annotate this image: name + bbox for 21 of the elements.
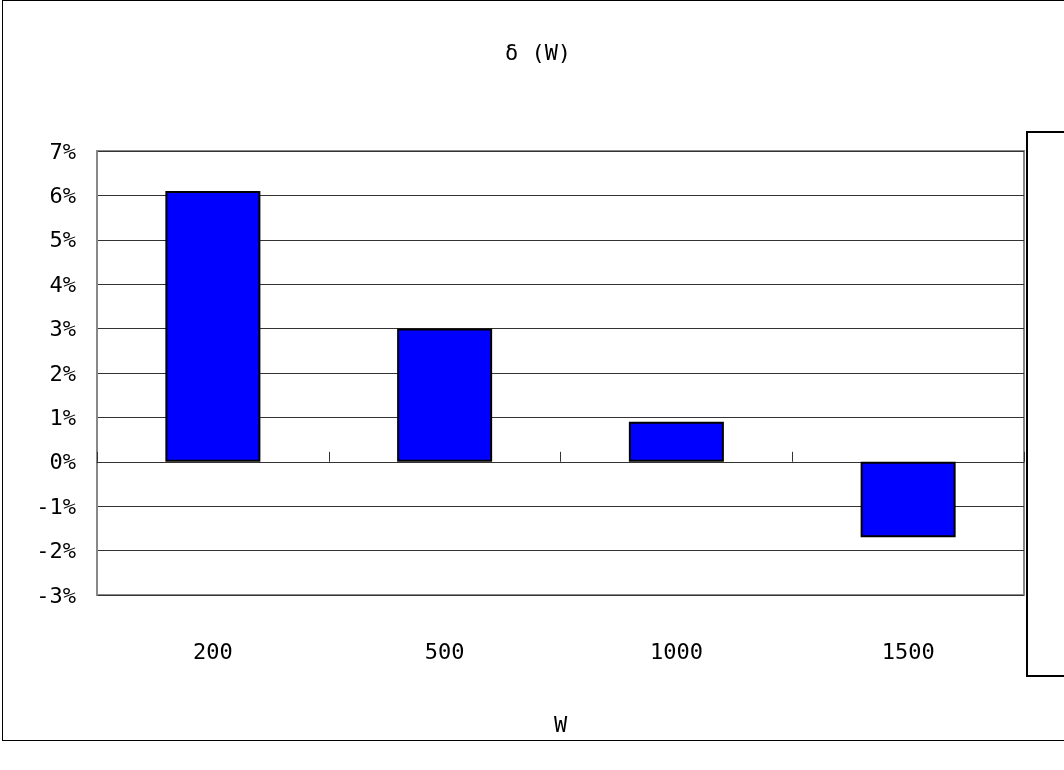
bar <box>165 190 261 462</box>
y-tick-label: 4% <box>49 271 76 297</box>
x-tick-label: 1000 <box>649 638 703 664</box>
y-tick-label: 3% <box>49 316 76 342</box>
bar <box>397 328 493 462</box>
y-tick-label: 0% <box>49 449 76 475</box>
x-axis-title: W <box>553 711 568 737</box>
y-tick-label: 5% <box>49 227 76 253</box>
bar <box>860 461 956 538</box>
y-tick-label: -2% <box>36 538 76 564</box>
y-tick-label: -3% <box>36 582 76 608</box>
y-tick-label: 1% <box>49 404 76 430</box>
y-tick-label: 7% <box>49 138 76 164</box>
x-tick-label: 500 <box>424 638 465 664</box>
y-tick-label: -1% <box>36 493 76 519</box>
y-tick-label: 2% <box>49 360 76 386</box>
chart-title: δ (W) <box>504 39 572 65</box>
x-tick-label: 1500 <box>881 638 935 664</box>
y-tick-label: 6% <box>49 182 76 208</box>
bar <box>628 421 724 462</box>
x-tick-label: 200 <box>193 638 233 664</box>
